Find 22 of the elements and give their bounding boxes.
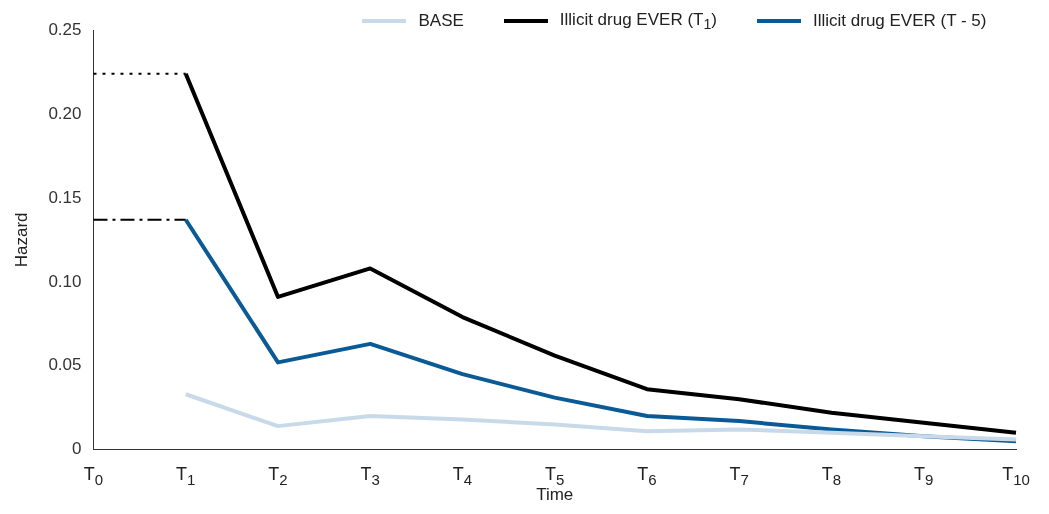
x-tick-label: T$_{1}$ (176, 463, 196, 488)
y-axis-title: Hazard (11, 212, 31, 268)
y-tick-label: 0.20 (48, 103, 82, 123)
y-tick-label: 0.15 (48, 187, 82, 207)
x-tick-label: T$_{7}$ (729, 463, 749, 488)
y-tick-label: 0.25 (48, 19, 82, 39)
x-tick-label: T$_{0}$ (83, 463, 104, 488)
x-tick-label: T$_{5}$ (545, 463, 565, 488)
y-tick-label: 0.05 (48, 355, 82, 375)
legend-label: Illicit drug EVER (T - 5) (812, 11, 987, 32)
x-axis-title: Time (536, 485, 574, 505)
legend-label: BASE (418, 11, 464, 32)
x-tick-label: T$_{9}$ (914, 463, 934, 488)
y-tick-label: 0.10 (48, 271, 82, 291)
x-tick-label: T$_{8}$ (821, 463, 842, 488)
x-tick-label: T$_{3}$ (360, 463, 380, 488)
x-tick-label: T$_{2}$ (268, 463, 288, 488)
x-tick-label: T$_{4}$ (452, 463, 473, 488)
legend-label: Illicit drug EVER (T$_{1}$) (559, 10, 717, 33)
x-tick-label: T$_{6}$ (637, 463, 657, 488)
x-tick-label: T$_{10}$ (1002, 463, 1030, 488)
y-tick-label: 0 (72, 439, 82, 459)
